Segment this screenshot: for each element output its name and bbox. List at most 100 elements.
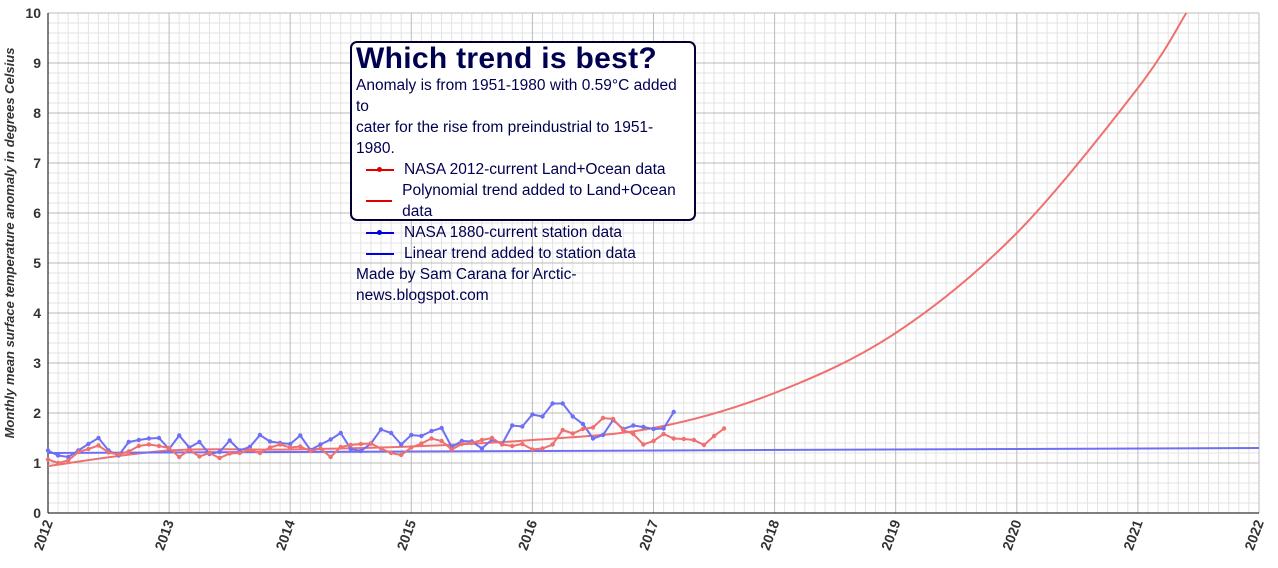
series-nasa-land-ocean-point <box>338 444 343 450</box>
series-nasa-land-ocean-point <box>76 449 81 455</box>
series-nasa-station-point <box>580 421 586 427</box>
series-nasa-land-ocean-point <box>681 436 686 442</box>
y-tick-label: 6 <box>33 205 41 221</box>
series-nasa-land-ocean-point <box>156 443 162 449</box>
series-nasa-station-point <box>409 432 414 438</box>
legend-credit: Made by Sam Carana for Arctic-news.blogs… <box>356 266 577 304</box>
legend-entry-polynomial-trend: Polynomial trend added to Land+Ocean dat… <box>356 180 690 222</box>
series-nasa-land-ocean-point <box>691 437 697 443</box>
series-nasa-station-point <box>318 442 323 447</box>
series-nasa-land-ocean-point <box>207 450 212 456</box>
series-nasa-land-ocean-point <box>590 425 596 430</box>
series-nasa-station-point <box>560 401 565 406</box>
x-tick-label: 2012 <box>30 517 56 552</box>
series-nasa-land-ocean-point <box>96 443 101 448</box>
series-nasa-station-point <box>136 437 141 443</box>
y-tick-label: 3 <box>33 355 41 371</box>
series-nasa-station-point <box>96 435 101 441</box>
series-nasa-land-ocean-point <box>419 441 424 446</box>
series-nasa-station-point <box>439 425 444 431</box>
series-nasa-station-point <box>651 426 656 432</box>
series-nasa-station-point <box>45 448 51 453</box>
legend-label-polynomial-trend: Polynomial trend added to Land+Ocean dat… <box>402 182 676 220</box>
series-nasa-land-ocean-point <box>499 442 505 447</box>
series-nasa-station-point <box>429 428 434 434</box>
series-nasa-land-ocean-point <box>378 446 384 451</box>
y-tick-label: 7 <box>33 155 41 171</box>
series-nasa-station-point <box>227 438 232 443</box>
series-nasa-land-ocean-point <box>449 447 454 452</box>
series-nasa-station-point <box>399 442 404 447</box>
series-nasa-station-point <box>540 414 545 419</box>
series-nasa-land-ocean-point <box>166 445 172 451</box>
series-nasa-land-ocean-point <box>298 444 303 449</box>
series-nasa-station-point <box>55 453 61 458</box>
series-nasa-station-point <box>197 439 202 445</box>
series-nasa-station-point <box>570 414 575 419</box>
series-nasa-station-point <box>348 446 353 452</box>
series-nasa-station-point <box>661 426 666 431</box>
series-nasa-land-ocean-point <box>106 450 111 455</box>
series-nasa-land-ocean-point <box>277 442 283 447</box>
legend-swatch-linear-trend <box>366 249 394 259</box>
legend-swatch-nasa-station <box>366 228 394 238</box>
series-nasa-land-ocean-point <box>530 447 535 452</box>
series-nasa-land-ocean-point <box>631 431 636 437</box>
legend-subtitle-line1: Anomaly is from 1951-1980 with 0.59°C ad… <box>356 77 677 115</box>
series-nasa-land-ocean-point <box>540 446 545 451</box>
series-nasa-land-ocean-point <box>489 435 495 441</box>
series-nasa-station-point <box>267 439 273 444</box>
x-tick-label: 2013 <box>151 517 177 552</box>
series-nasa-station-point <box>510 423 515 428</box>
legend-title: Which trend is best? <box>356 42 658 75</box>
series-nasa-land-ocean-point <box>711 433 717 439</box>
y-tick-label: 9 <box>33 55 41 71</box>
series-nasa-station-point <box>338 430 343 436</box>
series-nasa-station-point <box>217 449 222 455</box>
series-nasa-land-ocean-point <box>701 442 707 448</box>
series-nasa-land-ocean-point <box>86 446 91 452</box>
legend-label-nasa-land-ocean: NASA 2012-current Land+Ocean data <box>404 161 666 178</box>
series-nasa-land-ocean-point <box>348 442 353 448</box>
series-nasa-station-point <box>177 433 182 438</box>
series-nasa-station-point <box>600 432 606 438</box>
series-nasa-land-ocean-point <box>247 447 252 453</box>
legend-entry-linear-trend: Linear trend added to station data <box>356 243 690 264</box>
y-tick-label: 1 <box>33 455 41 471</box>
series-nasa-land-ocean-point <box>45 457 51 462</box>
series-nasa-station-point <box>126 439 131 445</box>
series-nasa-station-point <box>671 409 676 415</box>
x-tick-label: 2021 <box>1120 517 1146 552</box>
series-nasa-land-ocean-point <box>479 437 485 443</box>
series-nasa-station-point <box>66 454 71 460</box>
series-nasa-land-ocean-point <box>560 427 565 433</box>
series-nasa-land-ocean-point <box>520 441 525 447</box>
series-nasa-land-ocean-point <box>409 445 414 450</box>
y-tick-label: 0 <box>33 505 41 521</box>
y-axis-label: Monthly mean surface temperature anomaly… <box>2 48 17 439</box>
series-nasa-station-point <box>86 441 91 447</box>
series-nasa-land-ocean-point <box>267 445 273 450</box>
series-nasa-land-ocean-point <box>66 458 71 463</box>
series-nasa-land-ocean-point <box>388 450 394 456</box>
series-nasa-station-point <box>590 436 596 441</box>
x-tick-label: 2014 <box>272 517 298 552</box>
y-tick-label: 2 <box>33 405 41 421</box>
series-layer <box>45 12 1260 467</box>
y-tick-label: 8 <box>33 105 41 121</box>
series-nasa-station-point <box>378 427 384 432</box>
series-nasa-land-ocean-point <box>146 442 152 447</box>
series-nasa-land-ocean-point <box>126 449 131 454</box>
legend-swatch-nasa-land-ocean <box>366 165 394 175</box>
series-nasa-land-ocean-point <box>318 446 323 451</box>
series-nasa-land-ocean-point <box>257 450 263 456</box>
series-nasa-land-ocean-point <box>610 416 616 422</box>
series-nasa-land-ocean-point <box>308 448 313 454</box>
series-nasa-land-ocean-point <box>570 431 575 436</box>
series-nasa-land-ocean-point <box>399 452 404 458</box>
series-nasa-land-ocean-point <box>328 454 333 460</box>
series-nasa-station-point <box>328 437 333 442</box>
series-nasa-land-ocean-point <box>429 436 434 441</box>
series-nasa-land-ocean-point <box>661 431 666 437</box>
series-nasa-station-point <box>550 401 555 406</box>
